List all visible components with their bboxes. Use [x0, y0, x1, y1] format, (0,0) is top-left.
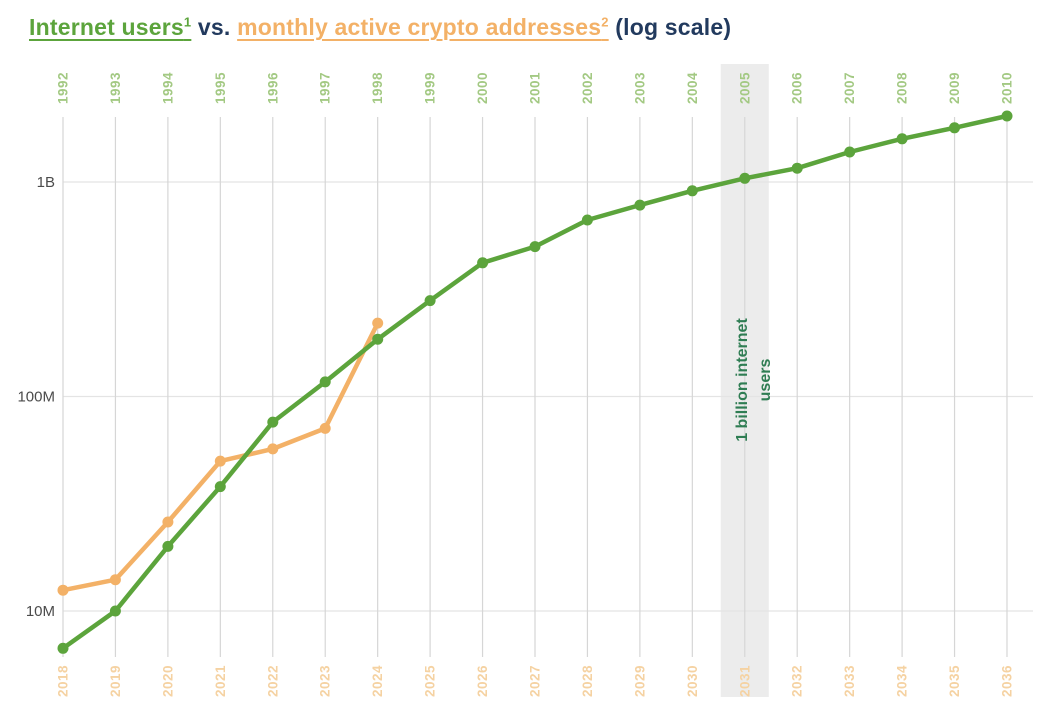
internet-users-point-2021 — [214, 481, 226, 493]
bottom-axis-year-label-2033: 2033 — [842, 665, 857, 697]
internet-users-point-2028 — [581, 214, 593, 226]
bottom-axis-year-label-2028: 2028 — [580, 665, 595, 697]
title-log-scale: (log scale) — [608, 14, 732, 40]
bottom-axis-year-label-2031: 2031 — [737, 665, 752, 697]
top-axis-year-label-2004: 2004 — [685, 72, 700, 104]
top-axis-year-label-2003: 2003 — [632, 72, 647, 104]
bottom-axis-year-label-2035: 2035 — [947, 665, 962, 697]
top-axis-year-label-1994: 1994 — [160, 72, 175, 104]
bottom-axis-year-label-2026: 2026 — [475, 665, 490, 697]
footnote-2-marker: 2 — [601, 14, 609, 30]
annotation-1-billion-internet-line2: users — [757, 359, 774, 402]
top-axis-year-label-2009: 2009 — [947, 72, 962, 104]
bottom-axis-year-label-2027: 2027 — [527, 665, 542, 697]
internet-users-point-2025 — [424, 295, 436, 307]
top-axis-year-label-2002: 2002 — [580, 72, 595, 104]
bottom-axis-year-label-2018: 2018 — [56, 665, 71, 697]
internet-users-point-2035 — [949, 122, 960, 134]
internet-users-point-2027 — [529, 241, 541, 253]
internet-users-point-2020 — [162, 540, 174, 552]
footnote-1-marker: 1 — [183, 14, 192, 30]
y-axis-tick-label-10m: 10M — [26, 603, 55, 620]
bottom-axis-year-label-2032: 2032 — [790, 665, 805, 697]
y-axis-tick-label-100m: 100M — [17, 389, 55, 406]
top-axis-year-label-2008: 2008 — [895, 72, 910, 104]
bottom-axis-year-label-2019: 2019 — [108, 665, 123, 697]
bottom-axis-year-label-2020: 2020 — [160, 665, 175, 697]
internet-users-point-2029 — [634, 199, 646, 211]
title-internet-users-text: Internet users — [29, 14, 184, 40]
bottom-axis-year-label-2021: 2021 — [213, 665, 228, 697]
title-link-crypto-addresses[interactable]: monthly active crypto addresses2 — [237, 14, 609, 40]
chart-title: Internet users1 vs. monthly active crypt… — [29, 14, 731, 41]
bottom-axis-year-label-2024: 2024 — [370, 665, 385, 697]
bottom-axis-year-label-2029: 2029 — [632, 665, 647, 697]
top-axis-year-label-2005: 2005 — [737, 72, 752, 104]
top-axis-year-label-1993: 1993 — [108, 72, 123, 104]
monthly-active-crypto-addresses-point-2018 — [57, 584, 69, 596]
y-axis-tick-label-1b: 1B — [37, 174, 55, 191]
monthly-active-crypto-addresses-point-2021 — [214, 455, 226, 467]
title-link-internet-users[interactable]: Internet users1 — [29, 14, 191, 40]
monthly-active-crypto-addresses-point-2019 — [109, 574, 121, 586]
internet-users-point-2033 — [844, 146, 856, 158]
top-axis-year-label-1999: 1999 — [423, 72, 438, 104]
bottom-axis-year-label-2030: 2030 — [685, 665, 700, 697]
top-axis-year-label-1996: 1996 — [265, 72, 280, 104]
annotation-1-billion-internet-line1: 1 billion internet — [734, 318, 751, 442]
bottom-axis-year-label-2034: 2034 — [895, 665, 910, 697]
bottom-axis-year-label-2023: 2023 — [318, 665, 333, 697]
top-axis-year-label-2007: 2007 — [842, 72, 857, 104]
internet-users-point-2022 — [267, 416, 279, 428]
internet-users-point-2032 — [791, 162, 803, 174]
internet-users-point-2024 — [372, 333, 384, 345]
internet-users-point-2019 — [109, 605, 121, 617]
monthly-active-crypto-addresses-point-2020 — [162, 516, 174, 528]
top-axis-year-label-2001: 2001 — [527, 72, 542, 104]
monthly-active-crypto-addresses-point-2022 — [267, 443, 279, 455]
top-axis-year-label-2000: 2000 — [475, 72, 490, 104]
top-axis-year-label-1992: 1992 — [56, 72, 71, 104]
bottom-axis-year-label-2022: 2022 — [265, 665, 280, 697]
internet-users-point-2031 — [739, 172, 751, 184]
title-crypto-text: monthly active crypto addresses — [237, 14, 602, 40]
top-axis-year-label-1997: 1997 — [318, 72, 333, 104]
bottom-axis-year-label-2025: 2025 — [423, 665, 438, 697]
top-axis-year-label-2010: 2010 — [999, 72, 1014, 104]
title-vs: vs. — [191, 14, 238, 40]
top-axis-year-label-1998: 1998 — [370, 72, 385, 104]
monthly-active-crypto-addresses-point-2024 — [372, 317, 384, 329]
top-axis-year-label-1995: 1995 — [213, 72, 228, 104]
internet-users-point-2018 — [57, 642, 69, 654]
internet-users-point-2023 — [319, 376, 331, 388]
bottom-axis-year-label-2036: 2036 — [999, 665, 1014, 697]
internet-users-point-2036 — [1001, 110, 1013, 122]
internet-users-point-2030 — [686, 185, 698, 197]
internet-users-point-2034 — [896, 133, 908, 145]
monthly-active-crypto-addresses-point-2023 — [319, 422, 331, 434]
internet-users-point-2026 — [477, 257, 489, 269]
top-axis-year-label-2006: 2006 — [790, 72, 805, 104]
